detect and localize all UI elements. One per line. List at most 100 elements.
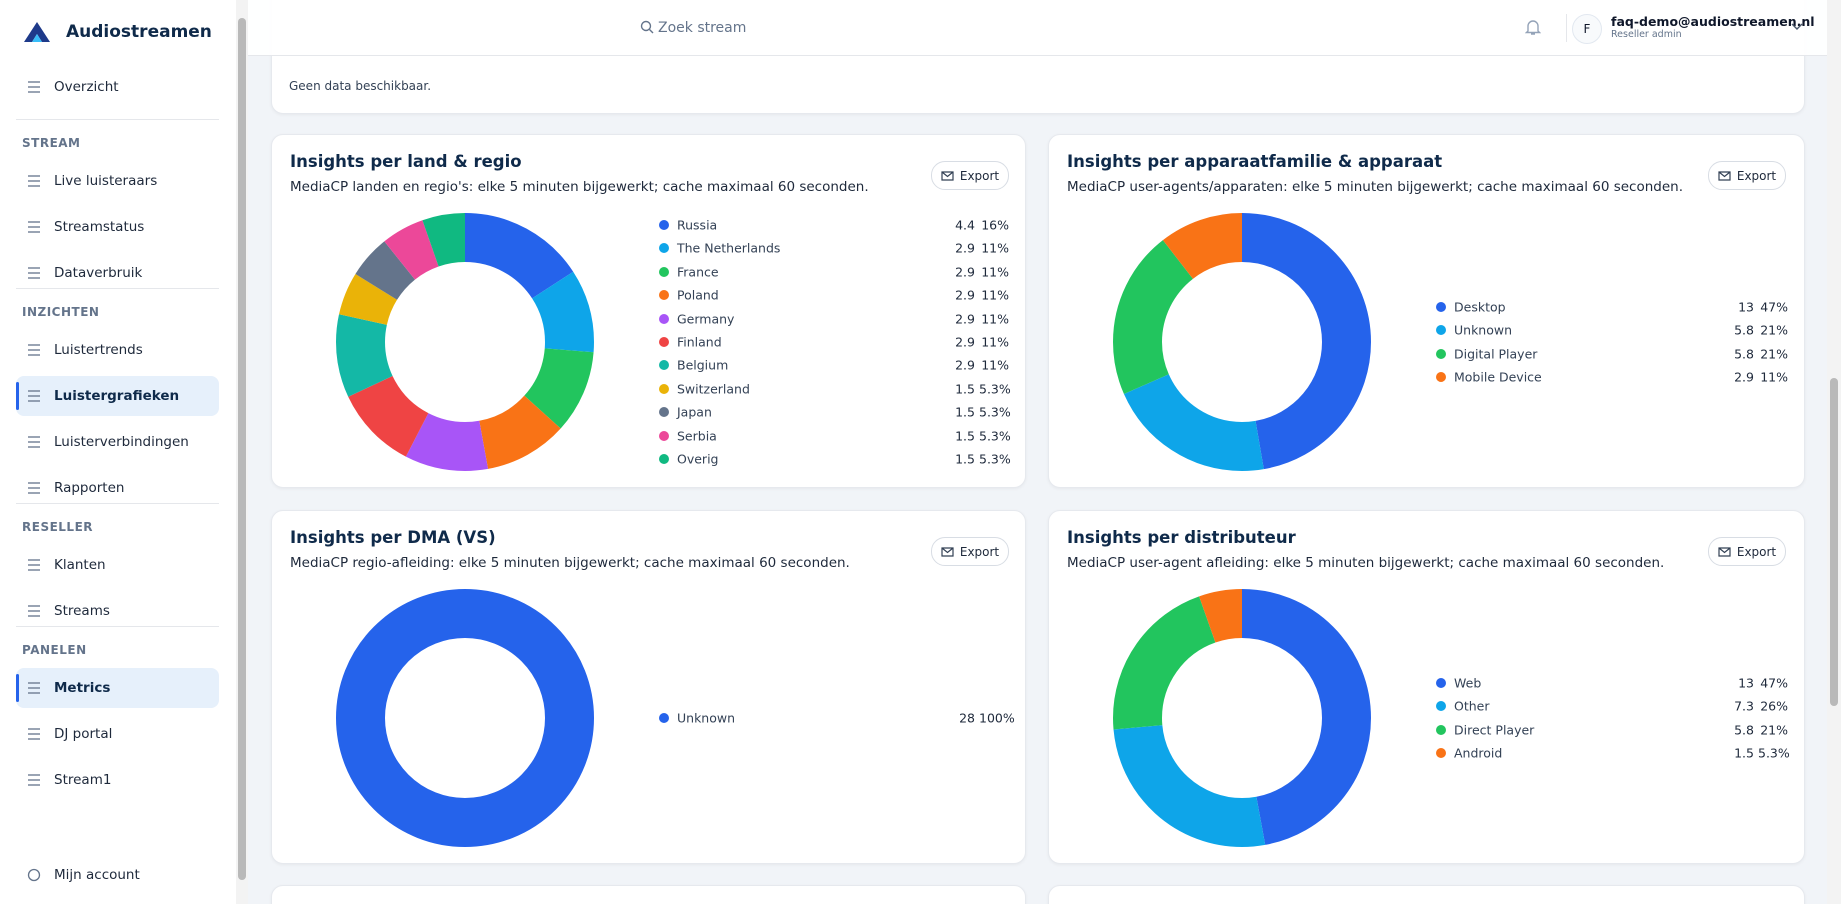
- legend-share: 5.3%: [1758, 745, 1790, 761]
- legend-value: 1.5: [955, 381, 975, 397]
- nav-section: STREAM: [22, 136, 81, 150]
- legend-label: Russia: [677, 217, 718, 233]
- avatar[interactable]: F: [1572, 14, 1602, 44]
- nav-separator: [16, 119, 219, 120]
- nav-icon: [28, 175, 40, 187]
- legend-label: Other: [1454, 698, 1490, 714]
- legend-label: Unknown: [677, 710, 736, 726]
- legend-dot: [659, 243, 669, 254]
- export-label: Export: [1736, 168, 1777, 183]
- nav-item[interactable]: Stream1: [54, 772, 112, 788]
- legend-label: Desktop: [1454, 299, 1506, 315]
- legend-share: 16%: [981, 217, 1009, 233]
- export-button[interactable]: Export: [1708, 537, 1786, 566]
- legend-value: 2.9: [955, 264, 975, 280]
- legend-value: 1.5: [955, 404, 975, 420]
- legend-label: Direct Player: [1454, 722, 1535, 738]
- nav-item[interactable]: Luistertrends: [54, 342, 143, 358]
- nav-icon: [28, 605, 40, 617]
- mail-icon: [1718, 546, 1731, 557]
- nav-section: PANELEN: [22, 643, 87, 657]
- export-button[interactable]: Export: [931, 161, 1009, 190]
- nav-active: [16, 668, 219, 708]
- nav-item[interactable]: Dataverbruik: [54, 265, 143, 281]
- nav-section: INZICHTEN: [22, 305, 100, 319]
- panel: Insights per DMA (VS) MediaCP regio-aflei…: [271, 510, 1026, 864]
- donut-chart: [1113, 589, 1371, 847]
- legend-label: France: [677, 264, 719, 280]
- legend-share: 11%: [981, 240, 1009, 256]
- nav-item[interactable]: Luistergrafieken: [54, 388, 180, 404]
- nav-item[interactable]: Streams: [54, 603, 110, 619]
- legend-label: The Netherlands: [677, 240, 781, 256]
- export-button[interactable]: Export: [931, 537, 1009, 566]
- nav-item[interactable]: Rapporten: [54, 480, 125, 496]
- legend-dot: [1436, 677, 1446, 688]
- nav-icon: [28, 774, 40, 786]
- role: Reseller admin: [1611, 29, 1682, 40]
- legend-label: Switzerland: [677, 381, 750, 397]
- nav-item[interactable]: Metrics: [54, 680, 111, 696]
- panel-subtitle: MediaCP regio-afleiding: elke 5 minuten …: [290, 555, 850, 571]
- legend-dot: [1436, 372, 1446, 383]
- bell-icon[interactable]: [1525, 18, 1541, 36]
- export-label: Export: [1736, 544, 1777, 559]
- legend-value: 13: [1738, 299, 1754, 315]
- legend-label: Unknown: [1454, 322, 1513, 338]
- donut-segment: [336, 213, 594, 471]
- nav-icon: [28, 267, 40, 279]
- nav-item[interactable]: Luisterverbindingen: [54, 434, 189, 450]
- legend-label: Finland: [677, 334, 722, 350]
- panel: Insights per apparaatfamilie & apparaat M…: [1048, 134, 1805, 488]
- legend-share: 5.3%: [979, 428, 1011, 444]
- nav-item[interactable]: Mijn account: [54, 867, 140, 883]
- panel-title: Insights per DMA (VS): [290, 528, 496, 547]
- nav-item[interactable]: Streamstatus: [54, 219, 145, 235]
- legend-label: Mobile Device: [1454, 369, 1542, 385]
- legend-label: Germany: [677, 311, 735, 327]
- donut-segment: [1113, 213, 1371, 471]
- legend-share: 47%: [1760, 675, 1788, 691]
- legend-value: 2.9: [955, 334, 975, 350]
- nav-active: [16, 376, 219, 416]
- legend-label: Android: [1454, 745, 1503, 761]
- nav-item[interactable]: Klanten: [54, 557, 106, 573]
- nav-item[interactable]: DJ portal: [54, 726, 113, 742]
- icon-path: [941, 546, 954, 557]
- scrollbar-thumb[interactable]: [238, 18, 246, 880]
- legend-dot: [659, 266, 669, 277]
- nav-item[interactable]: Overzicht: [54, 79, 119, 95]
- nav-icon: [28, 682, 40, 694]
- nav-item[interactable]: Live luisteraars: [54, 173, 158, 189]
- legend-share: 11%: [981, 264, 1009, 280]
- chevron[interactable]: [1791, 23, 1803, 31]
- legend-dot: [659, 360, 669, 371]
- nav-separator: [16, 503, 219, 504]
- legend-label: Web: [1454, 675, 1482, 691]
- legend-value: 2.9: [955, 287, 975, 303]
- panel-partial: [1048, 885, 1805, 904]
- donut-segment: [1113, 589, 1371, 847]
- page-scrollbar-thumb[interactable]: [1830, 378, 1838, 706]
- panel-title: Insights per land & regio: [290, 152, 522, 171]
- donut-segment: [336, 213, 594, 471]
- icon-path: [941, 170, 954, 181]
- donut-segment: [336, 213, 594, 471]
- legend-share: 21%: [1760, 322, 1788, 338]
- export-button[interactable]: Export: [1708, 161, 1786, 190]
- panel-subtitle: MediaCP user-agent afleiding: elke 5 min…: [1067, 555, 1665, 571]
- legend-dot: [659, 220, 669, 230]
- panel-subtitle: MediaCP user-agents/apparaten: elke 5 mi…: [1067, 179, 1684, 195]
- legend-share: 21%: [1760, 722, 1788, 738]
- legend-label: Serbia: [677, 428, 717, 444]
- header: Zoek stream F faq-demo@audiostreamen.nl …: [248, 0, 1827, 56]
- legend-value: 5.8: [1734, 322, 1754, 338]
- nav-active-bar: [16, 382, 19, 410]
- mail-icon: [941, 546, 954, 557]
- donut-segment: [1113, 589, 1371, 847]
- legend-value: 13: [1738, 675, 1754, 691]
- legend-value: 1.5: [955, 428, 975, 444]
- legend-dot: [659, 713, 669, 723]
- search[interactable]: Zoek stream: [658, 20, 747, 36]
